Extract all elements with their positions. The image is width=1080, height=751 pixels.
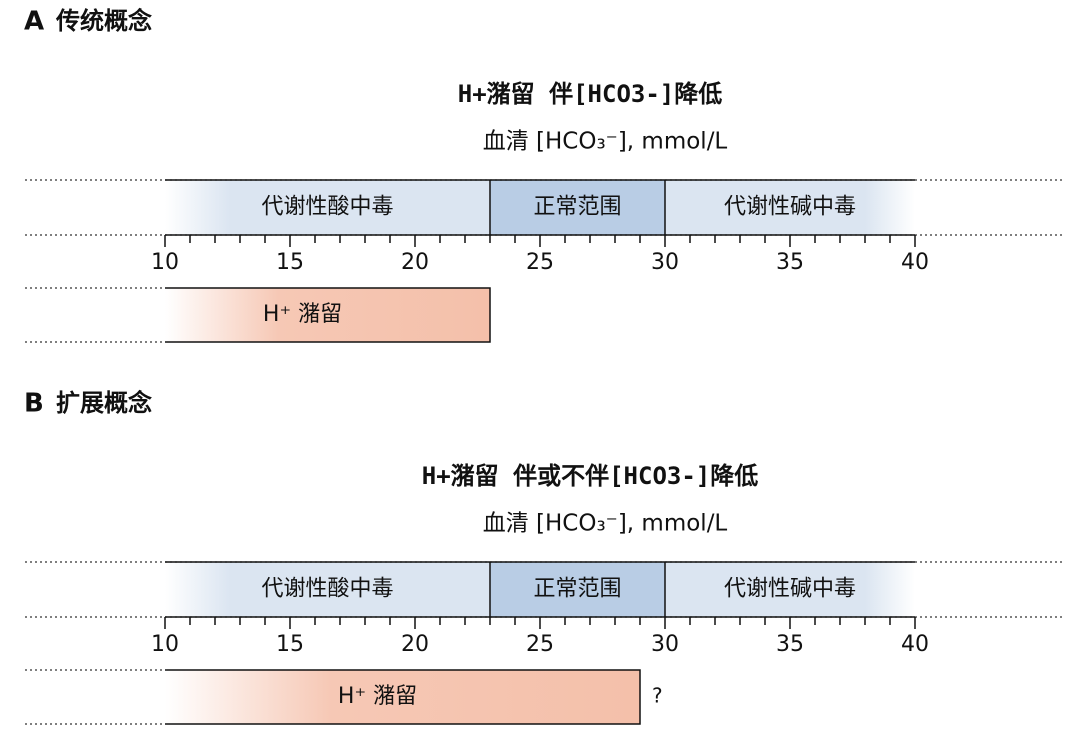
region	[665, 562, 915, 617]
retention-bar	[165, 670, 640, 724]
axis-label: 血清 [HCO₃⁻], mmol/L	[483, 511, 728, 537]
axis-label: 血清 [HCO₃⁻], mmol/L	[483, 129, 728, 155]
panel-title: H+潴留 伴[HCO3-]降低	[458, 80, 723, 108]
bar-border	[165, 669, 641, 725]
tick-label: 15	[276, 250, 304, 275]
tick-label: 35	[776, 632, 804, 657]
tick-label: 10	[151, 632, 179, 657]
bar-label: H⁺ 潴留	[263, 302, 342, 327]
region-label: 正常范围	[533, 577, 621, 602]
region	[490, 180, 665, 235]
panel-heading: 传统概念	[55, 7, 152, 35]
panel-label: A	[24, 7, 44, 37]
region-label: 代谢性酸中毒	[261, 577, 393, 602]
region-label: 代谢性碱中毒	[724, 577, 856, 602]
panel-label: B	[24, 389, 44, 419]
bar-border	[165, 287, 491, 343]
tick-label: 25	[526, 250, 554, 275]
tick-label: 10	[151, 250, 179, 275]
panel-heading: 扩展概念	[56, 389, 152, 417]
tick-label: 40	[901, 632, 929, 657]
tick-label: 20	[401, 250, 429, 275]
retention-bar	[165, 288, 490, 342]
bar-label: H⁺ 潴留	[338, 684, 417, 709]
panel-title: H+潴留 伴或不伴[HCO3-]降低	[422, 462, 759, 490]
region-label: 代谢性酸中毒	[261, 195, 393, 220]
tick-label: 15	[276, 632, 304, 657]
tick-label: 40	[901, 250, 929, 275]
bar-note: ?	[652, 684, 663, 708]
tick-label: 25	[526, 632, 554, 657]
tick-label: 35	[776, 250, 804, 275]
tick-label: 20	[401, 632, 429, 657]
region	[165, 562, 490, 617]
region-label: 代谢性碱中毒	[724, 195, 856, 220]
region	[165, 180, 490, 235]
region-label: 正常范围	[533, 195, 621, 220]
region	[665, 180, 915, 235]
tick-label: 30	[651, 632, 679, 657]
region	[490, 562, 665, 617]
tick-label: 30	[651, 250, 679, 275]
